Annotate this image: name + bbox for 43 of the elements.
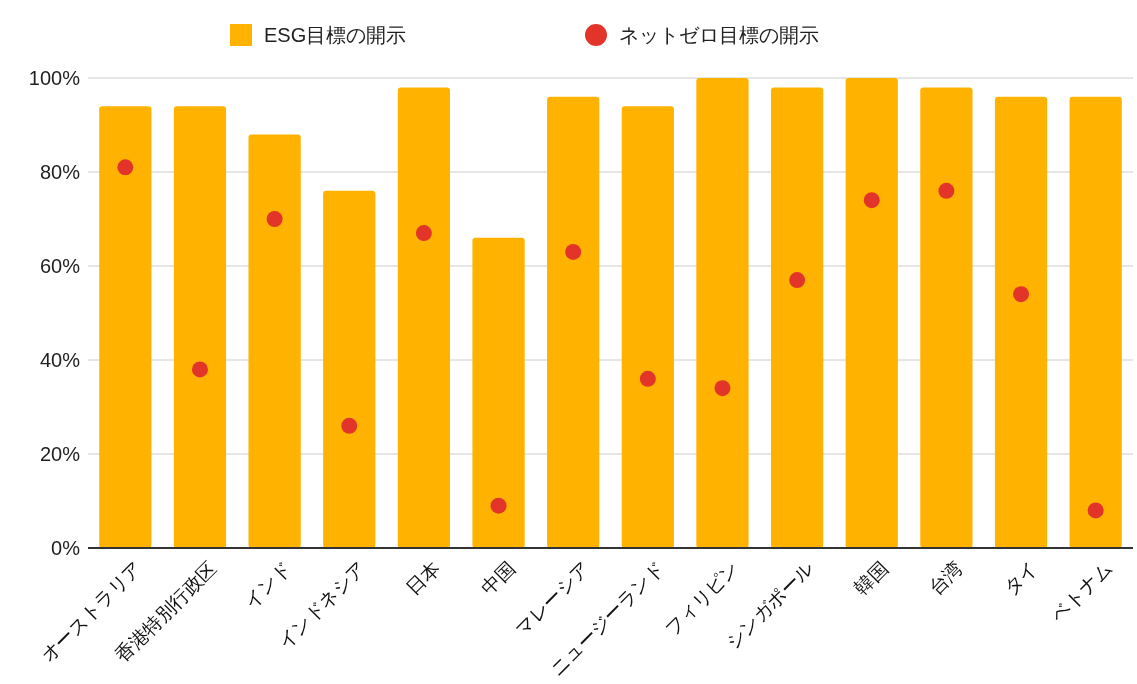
x-tick-label: タイ xyxy=(999,557,1042,600)
y-tick-label: 80% xyxy=(39,161,81,183)
y-tick-label: 0% xyxy=(51,537,81,559)
point xyxy=(639,370,656,387)
point xyxy=(1013,286,1030,303)
legend-label: ネットゼロ目標の開示 xyxy=(619,24,819,46)
y-tick-label: 20% xyxy=(39,443,81,465)
bar xyxy=(621,106,674,548)
x-tick-label: 韓国 xyxy=(850,557,892,600)
bar xyxy=(845,78,898,548)
y-tick-label: 60% xyxy=(39,255,81,277)
point xyxy=(714,380,731,397)
bar xyxy=(323,190,376,548)
legend-label: ESG目標の開示 xyxy=(264,24,407,46)
bar xyxy=(472,237,525,548)
point xyxy=(1087,502,1104,519)
point xyxy=(789,272,806,289)
x-tick-label: 中国 xyxy=(477,557,519,600)
bar xyxy=(920,87,973,548)
x-tick-label: 日本 xyxy=(402,557,445,600)
point xyxy=(565,243,582,260)
bar xyxy=(994,96,1048,548)
point xyxy=(938,182,955,199)
point xyxy=(490,497,507,514)
x-tick-label: ベトナム xyxy=(1047,557,1116,626)
bar xyxy=(397,87,451,548)
point xyxy=(415,225,432,242)
point xyxy=(117,159,134,176)
bar xyxy=(173,106,227,548)
bar xyxy=(547,96,600,548)
x-tick-label: インド xyxy=(239,557,295,613)
point xyxy=(341,417,358,434)
bar xyxy=(770,87,824,548)
y-tick-label: 100% xyxy=(28,67,81,89)
bar xyxy=(1069,96,1122,548)
x-tick-label: 台湾 xyxy=(924,557,967,600)
y-tick-label: 40% xyxy=(39,349,81,371)
bar xyxy=(696,78,749,548)
bar xyxy=(248,134,301,548)
point xyxy=(863,192,880,209)
point xyxy=(191,361,208,378)
point xyxy=(266,211,283,227)
bar xyxy=(99,106,152,548)
